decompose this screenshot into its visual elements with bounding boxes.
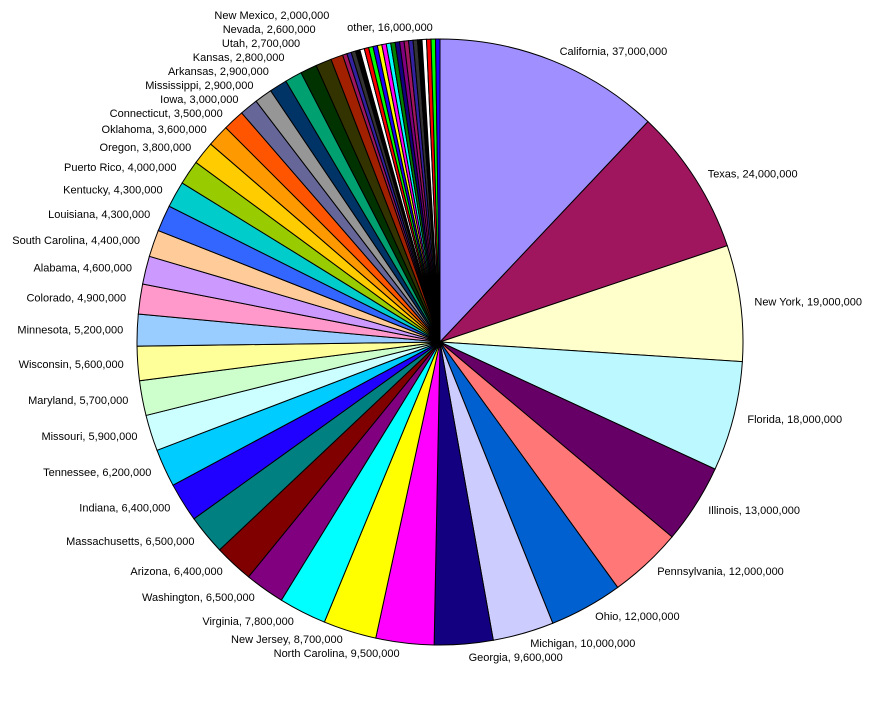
data-label-california: California, 37,000,000: [560, 46, 668, 58]
data-label-new-york: New York, 19,000,000: [754, 297, 862, 309]
data-label-iowa: Iowa, 3,000,000: [160, 94, 238, 106]
data-label-texas: Texas, 24,000,000: [708, 168, 798, 180]
data-label-louisiana: Louisiana, 4,300,000: [48, 209, 150, 221]
data-label-pennsylvania: Pennsylvania, 12,000,000: [657, 566, 784, 578]
data-label-tennessee: Tennessee, 6,200,000: [43, 467, 151, 479]
data-label-washington: Washington, 6,500,000: [142, 592, 255, 604]
pie-slice-texas: [439, 120, 728, 343]
data-label-new-jersey: New Jersey, 8,700,000: [231, 634, 343, 646]
data-label-alabama: Alabama, 4,600,000: [33, 263, 131, 275]
data-label-michigan: Michigan, 10,000,000: [530, 638, 635, 650]
data-label-colorado: Colorado, 4,900,000: [26, 293, 126, 305]
data-label-massachusetts: Massachusetts, 6,500,000: [66, 536, 194, 548]
pie-labels: California, 37,000,000 Texas, 24,000,000 N…: [12, 10, 862, 664]
pie-slice-california: [439, 38, 649, 344]
data-label-minnesota: Minnesota, 5,200,000: [17, 325, 123, 337]
data-label-other: other, 16,000,000: [347, 22, 433, 34]
data-label-new-mexico: New Mexico, 2,000,000: [214, 10, 329, 22]
pie-slices: [136, 38, 744, 646]
data-label-indiana: Indiana, 6,400,000: [79, 503, 170, 515]
data-label-connecticut: Connecticut, 3,500,000: [110, 108, 223, 120]
data-label-illinois: Illinois, 13,000,000: [708, 505, 800, 517]
data-label-georgia: Georgia, 9,600,000: [469, 652, 563, 664]
data-label-kentucky: Kentucky, 4,300,000: [63, 185, 162, 197]
data-label-kansas: Kansas, 2,800,000: [193, 52, 285, 64]
pie-slice-new-york: [439, 245, 744, 363]
data-label-oklahoma: Oklahoma, 3,600,000: [102, 124, 207, 136]
pie-slice-other-part: [434, 38, 441, 343]
data-label-florida: Florida, 18,000,000: [747, 414, 842, 426]
data-label-arkansas: Arkansas, 2,900,000: [168, 66, 269, 78]
data-label-north-carolina: North Carolina, 9,500,000: [274, 648, 400, 660]
data-label-south-carolina: South Carolina, 4,400,000: [12, 235, 140, 247]
data-label-puerto-rico: Puerto Rico, 4,000,000: [64, 162, 177, 174]
data-label-nevada: Nevada, 2,600,000: [223, 24, 316, 36]
data-label-maryland: Maryland, 5,700,000: [28, 395, 128, 407]
data-label-utah: Utah, 2,700,000: [222, 38, 300, 50]
data-label-missouri: Missouri, 5,900,000: [41, 431, 137, 443]
data-label-oregon: Oregon, 3,800,000: [100, 142, 192, 154]
data-label-arizona: Arizona, 6,400,000: [130, 566, 222, 578]
data-label-virginia: Virginia, 7,800,000: [202, 616, 294, 628]
data-label-ohio: Ohio, 12,000,000: [595, 611, 679, 623]
data-label-wisconsin: Wisconsin, 5,600,000: [19, 359, 124, 371]
data-label-mississippi: Mississippi, 2,900,000: [145, 80, 253, 92]
